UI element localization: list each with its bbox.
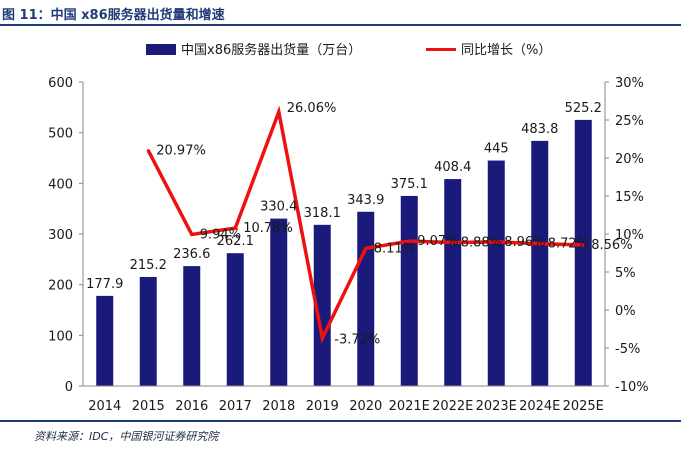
bar <box>183 266 201 386</box>
bar-value-label: 215.2 <box>130 258 167 273</box>
line-series <box>146 105 585 344</box>
bar <box>139 276 157 386</box>
bar-value-label: 343.9 <box>347 193 384 208</box>
growth-point <box>494 240 498 244</box>
x-tick-label: 2022E <box>432 399 473 414</box>
legend-line-label: 同比增长（%） <box>461 43 551 58</box>
line-value-label: 26.06% <box>287 101 337 116</box>
bar-value-label: 525.2 <box>565 101 602 116</box>
y-right-tick-label: -5% <box>615 342 640 357</box>
line-value-label: 10.78% <box>243 221 293 236</box>
x-axis: 2014 2015 2016 2017 2018 2019 2020 2021E 2022E 20… <box>83 385 605 414</box>
y-right-tick-label: 5% <box>615 266 636 281</box>
line-value-label: 8.11% <box>374 241 415 256</box>
bar <box>444 179 462 386</box>
y-axis-left: 0 100 200 300 400 500 600 <box>48 76 84 395</box>
line-value-label: 8.96% <box>504 235 545 250</box>
x-tick-label: 2015 <box>132 399 165 414</box>
source-bar: 资料来源：IDC，中国银河证券研究院 <box>0 420 681 450</box>
chart-svg: 中国x86服务器出货量（万台） 同比增长（%） 0 100 200 300 400 500… <box>48 42 649 414</box>
bar <box>226 253 244 386</box>
growth-point <box>407 239 411 243</box>
bar <box>400 195 418 386</box>
bar-value-label: 177.9 <box>86 277 123 292</box>
growth-point <box>451 241 455 245</box>
line-value-label: 8.88% <box>461 236 502 251</box>
bar <box>357 211 375 386</box>
bar-value-labels: 177.9 215.2 236.6 262.1 330.4 318.1 343.9 375.1… <box>86 101 602 292</box>
y-left-tick-label: 100 <box>48 329 73 344</box>
x-tick-label: 2025E <box>563 399 604 414</box>
line-value-labels: 20.97%9.94% 10.78%26.06%-3.72%8.11% 9.07% 8… <box>156 101 632 347</box>
bar-value-label: 408.4 <box>434 160 471 175</box>
y-left-tick-label: 300 <box>48 228 73 243</box>
growth-point <box>581 243 585 247</box>
legend-bar-label: 中国x86服务器出货量（万台） <box>181 42 361 58</box>
line-value-label: 20.97% <box>156 144 206 159</box>
line-value-label: 9.94% <box>200 227 241 242</box>
legend: 中国x86服务器出货量（万台） 同比增长（%） <box>146 42 551 58</box>
growth-point <box>190 232 194 236</box>
growth-point <box>538 242 542 246</box>
figure-title-bar: 图 11：中国 x86服务器出货量和增速 <box>0 0 681 26</box>
x-tick-label: 2021E <box>389 399 430 414</box>
y-right-tick-label: 10% <box>615 228 644 243</box>
bar-value-label: 236.6 <box>173 247 210 262</box>
bar-value-label: 318.1 <box>304 206 341 221</box>
x-tick-label: 2014 <box>88 399 121 414</box>
bar-value-label: 330.4 <box>260 200 297 215</box>
x-tick-label: 2020 <box>349 399 382 414</box>
y-right-tick-label: -10% <box>615 380 649 395</box>
bar <box>270 218 288 386</box>
y-right-tick-label: 15% <box>615 190 644 205</box>
line-value-label: 8.72% <box>548 237 589 252</box>
y-left-tick-label: 600 <box>48 76 73 91</box>
x-tick-label: 2017 <box>219 399 252 414</box>
growth-point <box>320 336 324 340</box>
legend-bar-swatch <box>146 44 176 55</box>
bar <box>531 140 549 386</box>
y-axis-right: -10% -5% 0% 5% 10% 15% 20% 25% 30% <box>604 76 649 395</box>
source-note: 资料来源：IDC，中国银河证券研究院 <box>34 430 219 443</box>
line-value-label: 8.56% <box>591 238 632 253</box>
bar <box>313 224 331 386</box>
x-tick-label: 2018 <box>262 399 295 414</box>
line-value-label: -3.72% <box>334 332 380 347</box>
growth-point <box>233 226 237 230</box>
bar-value-label: 483.8 <box>521 122 558 137</box>
growth-point <box>364 246 368 250</box>
y-right-tick-label: 0% <box>615 304 636 319</box>
bar <box>574 119 592 386</box>
bar <box>487 160 505 386</box>
bar <box>96 295 114 386</box>
growth-point <box>277 110 281 114</box>
y-right-tick-label: 30% <box>615 76 644 91</box>
x-tick-label: 2019 <box>306 399 339 414</box>
y-right-tick-label: 25% <box>615 114 644 129</box>
x-tick-label: 2016 <box>175 399 208 414</box>
bar-value-label: 262.1 <box>217 234 254 249</box>
bar-value-label: 445 <box>484 142 509 157</box>
figure-title: 图 11：中国 x86服务器出货量和增速 <box>2 8 225 23</box>
line-value-label: 9.07% <box>417 234 458 249</box>
bar-series <box>96 119 592 386</box>
growth-point <box>146 149 150 153</box>
y-left-tick-label: 500 <box>48 127 73 142</box>
x-tick-label: 2024E <box>519 399 560 414</box>
y-left-tick-label: 0 <box>65 380 73 395</box>
y-left-tick-label: 200 <box>48 279 73 294</box>
y-left-tick-label: 400 <box>48 177 73 192</box>
x-tick-label: 2023E <box>476 399 517 414</box>
y-right-tick-label: 20% <box>615 152 644 167</box>
bar-value-label: 375.1 <box>391 177 428 192</box>
